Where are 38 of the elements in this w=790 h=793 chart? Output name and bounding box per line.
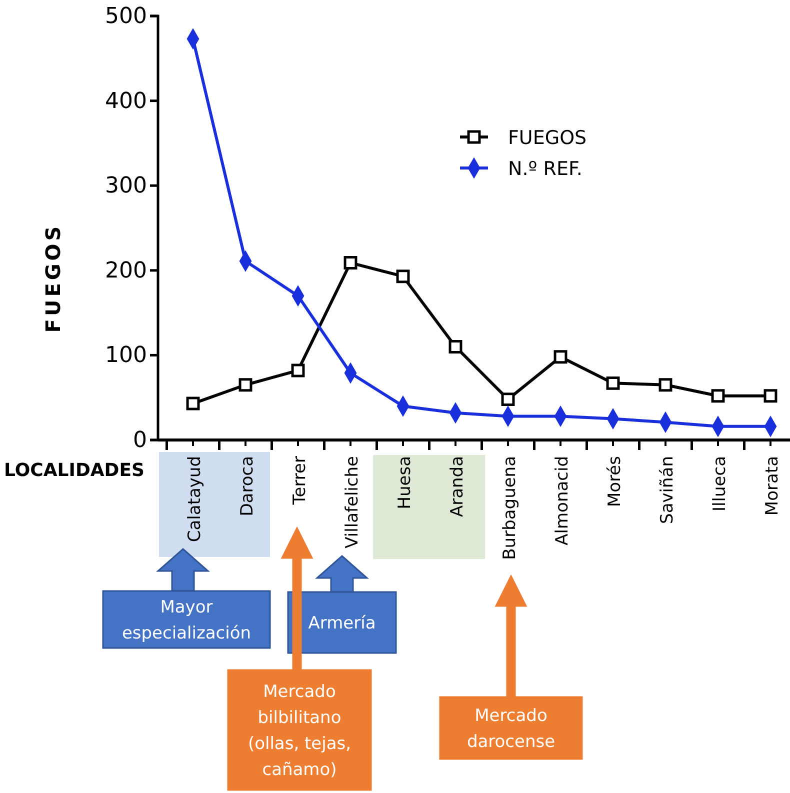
x-tick-label: Terrer <box>290 456 310 506</box>
point <box>238 378 252 392</box>
text: Mercado darocense <box>466 706 556 752</box>
x-tick-label: Villafeliche <box>342 456 362 548</box>
x-tick-label: Daroca <box>238 456 258 516</box>
point <box>711 389 725 403</box>
x-tick-label: Huesa <box>395 456 415 510</box>
x-tick-label: Illueca <box>710 456 730 512</box>
point <box>291 364 305 378</box>
y-tick-label: 200 <box>105 258 147 284</box>
x-tick-label: Aranda <box>448 456 468 518</box>
y-tick-label: 300 <box>105 174 147 199</box>
x-tick-label: Almonacid <box>552 456 572 546</box>
x-tick-label: Saviñán <box>658 456 678 524</box>
point <box>606 376 620 390</box>
point <box>764 389 778 403</box>
y-tick-label: 500 <box>105 4 147 30</box>
point <box>658 378 672 392</box>
point <box>396 270 410 284</box>
y-tick-label: 0 <box>133 428 147 454</box>
x-tick-label: Morés <box>605 456 625 507</box>
y-axis-title: FUEGOS <box>41 223 65 333</box>
x-axis-title: LOCALIDADES <box>4 460 145 481</box>
text: Mercado bilbilitano (ollas, tejas, cañamo) <box>248 682 352 780</box>
point <box>554 350 568 364</box>
x-tick-label: Calatayud <box>185 456 205 542</box>
point <box>448 340 462 354</box>
legend-label: N.º REF. <box>508 158 582 180</box>
text: Armería <box>308 614 376 634</box>
x-tick-label: Burbaguena <box>500 456 520 560</box>
point <box>344 256 358 270</box>
text: Mayor especialización <box>122 598 252 644</box>
point <box>186 396 200 410</box>
y-tick-label: 400 <box>105 88 147 114</box>
legend-label: FUEGOS <box>508 127 587 149</box>
x-tick-label: Morata <box>762 456 782 516</box>
y-tick-label: 100 <box>105 343 147 368</box>
point <box>501 392 515 406</box>
